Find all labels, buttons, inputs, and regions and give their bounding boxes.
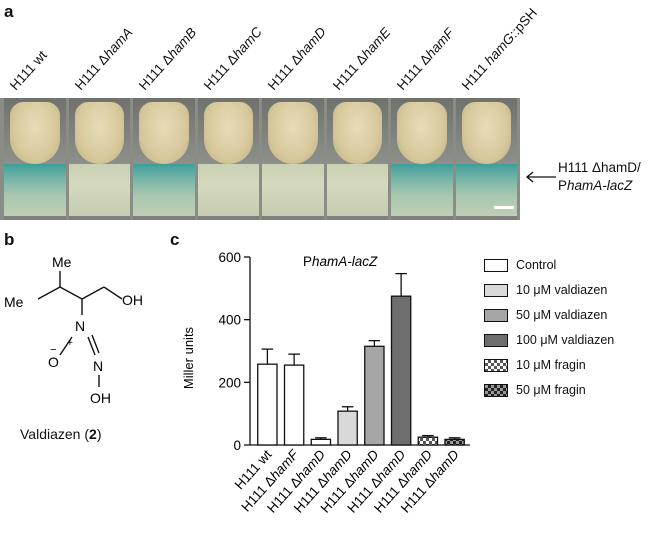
y-axis-label: Miller units <box>181 326 196 389</box>
colony-tile <box>262 98 324 220</box>
legend-swatch <box>484 309 508 322</box>
nitrogen-label-1: N <box>75 318 85 334</box>
bar <box>417 436 439 446</box>
panel-letter-c: c <box>170 230 180 249</box>
methyl-label-top: Me <box>52 254 72 270</box>
bar <box>364 345 385 446</box>
legend-swatch <box>484 384 508 397</box>
streak-band <box>391 164 453 216</box>
colony-blob <box>139 102 189 164</box>
streak-band <box>133 164 195 216</box>
scale-bar <box>494 206 514 209</box>
bar <box>444 438 465 446</box>
compound-caption: Valdiazen (2) <box>20 426 101 442</box>
colony-tile <box>4 98 66 220</box>
oxygen-label: O <box>48 354 59 370</box>
legend-label: 50 μM fragin <box>516 383 586 397</box>
nitrogen-label-2: N <box>93 358 103 374</box>
minus-charge-icon: − <box>50 344 56 356</box>
colony-tile <box>455 98 517 220</box>
legend-label: Control <box>516 258 557 272</box>
bar <box>337 410 358 446</box>
legend-swatch <box>484 259 508 272</box>
colony-blob <box>74 102 124 164</box>
compound-name: Valdiazen ( <box>20 426 90 442</box>
y-tick-label: 600 <box>218 250 241 265</box>
hydroxyl-label: OH <box>122 292 143 308</box>
hydroxyl-label-2: OH <box>90 390 111 406</box>
y-tick-label: 400 <box>218 313 241 328</box>
colony-tile <box>197 98 259 220</box>
legend-label: 50 μM valdiazen <box>516 308 608 322</box>
bar <box>310 438 332 446</box>
colony-tile <box>391 98 453 220</box>
compound-number: 2 <box>89 426 97 442</box>
colony-blob <box>332 102 382 164</box>
legend-swatch <box>484 284 508 297</box>
streak-band <box>197 164 259 216</box>
colony-blob <box>203 102 253 164</box>
legend-swatch <box>484 334 508 347</box>
colony-photo-strip <box>0 98 520 220</box>
colony-tile <box>133 98 195 220</box>
bar <box>283 364 305 446</box>
colony-blob <box>397 102 447 164</box>
reporter-annotation-line2: PhamA-lacZ <box>558 178 632 193</box>
left-arrow-icon <box>525 171 556 183</box>
colony-blob <box>268 102 318 164</box>
valdiazen-structure: Me Me OH N N O OH − + <box>4 254 143 406</box>
colony-tile <box>326 98 388 220</box>
methyl-label-left: Me <box>4 294 24 310</box>
legend-label: 10 μM valdiazen <box>516 283 608 297</box>
chart-title: PhamA-lacZ <box>303 254 378 269</box>
streak-band <box>262 164 324 216</box>
plus-charge-icon: + <box>67 338 73 349</box>
panel-letter-b: b <box>4 230 15 249</box>
chart-title-prefix: P <box>303 254 312 269</box>
streak-band <box>4 164 66 216</box>
bar <box>390 295 412 446</box>
chart-title-gene: hamA-lacZ <box>312 254 378 269</box>
legend-label: 10 μM fragin <box>516 358 586 372</box>
colony-blob <box>10 102 60 164</box>
colony-blob <box>461 102 511 164</box>
legend-swatch <box>484 359 508 372</box>
y-tick-label: 0 <box>233 438 241 453</box>
bar <box>257 363 278 446</box>
reporter-annotation-line1: H111 ΔhamD/ <box>558 160 641 175</box>
y-tick-label: 200 <box>218 375 241 390</box>
reporter-gene: hamA-lacZ <box>567 178 633 193</box>
panel-letter-a: a <box>4 2 14 21</box>
streak-band <box>326 164 388 216</box>
streak-band <box>68 164 130 216</box>
colony-tile <box>68 98 130 220</box>
compound-caption-end: ) <box>96 426 102 442</box>
reporter-prefix: P <box>558 178 568 193</box>
legend-label: 100 μM valdiazen <box>516 333 615 347</box>
